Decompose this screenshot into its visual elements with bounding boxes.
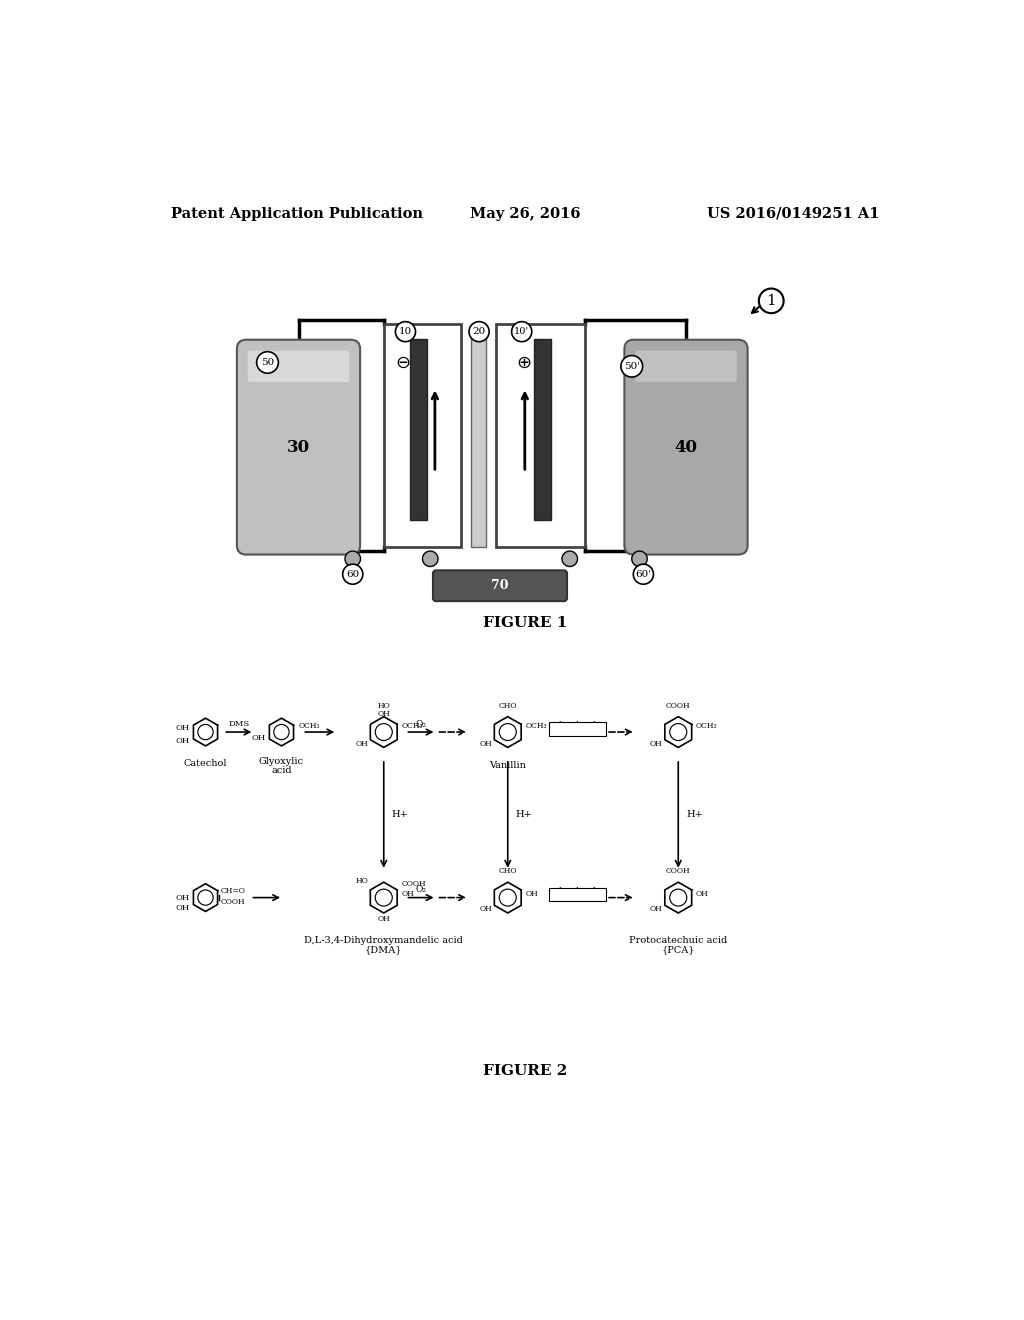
Text: 10': 10' [514,327,529,337]
Wedge shape [423,552,438,566]
Circle shape [759,289,783,313]
Bar [549,887,606,902]
Text: OCH₃: OCH₃ [401,722,423,730]
Circle shape [512,322,531,342]
FancyBboxPatch shape [237,339,360,554]
Text: OH: OH [401,890,415,898]
Text: OH: OH [650,906,663,913]
Text: 60: 60 [346,570,359,578]
Bar [535,339,551,520]
Text: OH: OH [252,734,266,742]
Text: COOH: COOH [666,867,690,875]
Text: OH: OH [696,890,709,898]
Text: COOH: COOH [666,702,690,710]
Text: HO: HO [355,876,369,884]
Text: COOH: COOH [401,879,426,888]
Wedge shape [562,552,578,566]
Text: O₂: O₂ [416,719,426,729]
Text: 30: 30 [287,438,310,455]
Text: $\oplus$: $\oplus$ [515,354,531,371]
Text: 40: 40 [675,438,697,455]
Bar [410,339,427,520]
Circle shape [633,564,653,585]
Text: OH: OH [525,890,539,898]
Text: OH: OH [650,739,663,747]
Text: O₂: O₂ [416,886,426,895]
Bar [384,323,461,548]
Text: HO: HO [378,702,390,710]
Bar [471,323,486,548]
Text: {PCA}: {PCA} [662,945,695,954]
Text: OH: OH [355,739,369,747]
Text: OH: OH [378,915,390,923]
Text: Patent Application Publication: Patent Application Publication [171,207,423,220]
Text: 60': 60' [635,570,651,578]
FancyBboxPatch shape [433,570,567,601]
Text: Vanillin: Vanillin [489,762,526,771]
Text: H+: H+ [391,810,409,820]
Wedge shape [345,552,360,566]
Text: [oxidant]: [oxidant] [558,721,596,729]
Text: Protocatechuic acid: Protocatechuic acid [629,936,727,945]
Text: 20: 20 [472,327,485,337]
Text: 10: 10 [398,327,412,337]
Text: [oxidant]: [oxidant] [558,886,596,894]
Text: CH=O: CH=O [221,887,246,895]
Text: OCH₃: OCH₃ [696,722,718,730]
Text: 1: 1 [766,294,776,308]
Text: DMS: DMS [228,721,250,729]
Text: OH: OH [479,906,493,913]
Text: Catechol: Catechol [183,759,227,768]
Circle shape [621,355,643,378]
Circle shape [469,322,489,342]
FancyBboxPatch shape [635,351,736,381]
Text: 50: 50 [261,358,274,367]
Text: OH: OH [479,739,493,747]
Text: CHO: CHO [499,867,517,875]
Text: OH: OH [176,894,190,902]
FancyBboxPatch shape [248,351,349,381]
Text: FIGURE 2: FIGURE 2 [482,1064,567,1078]
Text: OCH₃: OCH₃ [525,722,547,730]
Text: OH: OH [176,725,190,733]
Wedge shape [632,552,647,566]
Text: D,L-3,4-Dihydroxymandelic acid: D,L-3,4-Dihydroxymandelic acid [304,936,463,945]
Text: US 2016/0149251 A1: US 2016/0149251 A1 [708,207,880,220]
Text: CHO: CHO [499,702,517,710]
Text: 50': 50' [624,362,640,371]
Circle shape [343,564,362,585]
Text: COOH: COOH [221,898,246,907]
Text: OH: OH [176,904,190,912]
Circle shape [257,351,279,374]
Text: OCH₃: OCH₃ [299,722,319,730]
Text: H+: H+ [515,810,532,820]
Text: acid: acid [271,766,292,775]
Text: FIGURE 1: FIGURE 1 [482,615,567,630]
FancyBboxPatch shape [625,339,748,554]
Bar [496,323,586,548]
Bar [549,722,606,737]
Circle shape [395,322,416,342]
Text: 70: 70 [492,579,509,593]
Text: {DMA}: {DMA} [365,945,402,954]
Text: H+: H+ [686,810,702,820]
Text: $\ominus$: $\ominus$ [395,354,411,371]
Text: OH: OH [176,738,190,746]
Text: Glyoxylic: Glyoxylic [259,756,304,766]
Text: May 26, 2016: May 26, 2016 [470,207,580,220]
Text: OH: OH [378,710,390,718]
